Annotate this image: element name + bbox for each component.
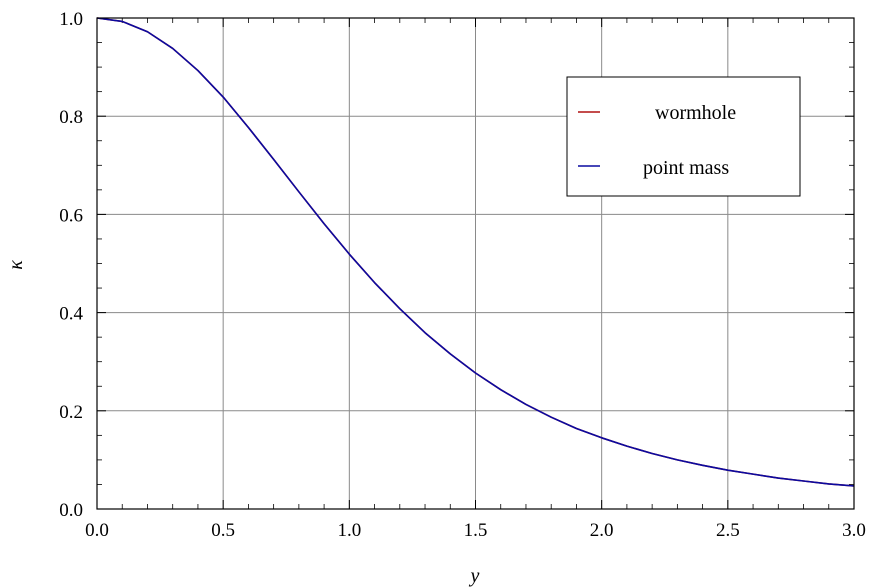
legend-label-wormhole: wormhole	[655, 102, 736, 124]
x-tick-label: 0.5	[211, 520, 235, 541]
y-tick-label: 0.6	[59, 205, 83, 226]
y-tick-label: 0.0	[59, 500, 83, 521]
y-tick-labels: 0.0 0.2 0.4 0.6 0.8 1.0	[59, 9, 83, 521]
series-line-point-mass	[96, 17, 855, 487]
x-tick-label: 1.0	[337, 520, 361, 541]
legend-box	[566, 76, 801, 197]
x-tick-label: 2.0	[590, 520, 614, 541]
x-tick-label: 2.5	[716, 520, 740, 541]
y-axis-title: κ	[5, 260, 27, 270]
x-tick-label: 3.0	[842, 520, 866, 541]
y-tick-label: 0.8	[59, 107, 83, 128]
x-tick-label: 0.0	[85, 520, 109, 541]
y-tick-label: 1.0	[59, 9, 83, 30]
x-tick-labels: 0.0 0.5 1.0 1.5 2.0 2.5 3.0	[85, 520, 866, 541]
series-group	[96, 17, 855, 487]
plot-frame	[96, 17, 855, 510]
y-tick-label: 0.2	[59, 402, 83, 423]
x-axis-title: y	[469, 565, 480, 587]
legend-label-point-mass: point mass	[643, 157, 729, 179]
y-tick-label: 0.4	[59, 304, 83, 325]
legend: wormhole point mass	[566, 76, 801, 197]
x-tick-label: 1.5	[464, 520, 488, 541]
